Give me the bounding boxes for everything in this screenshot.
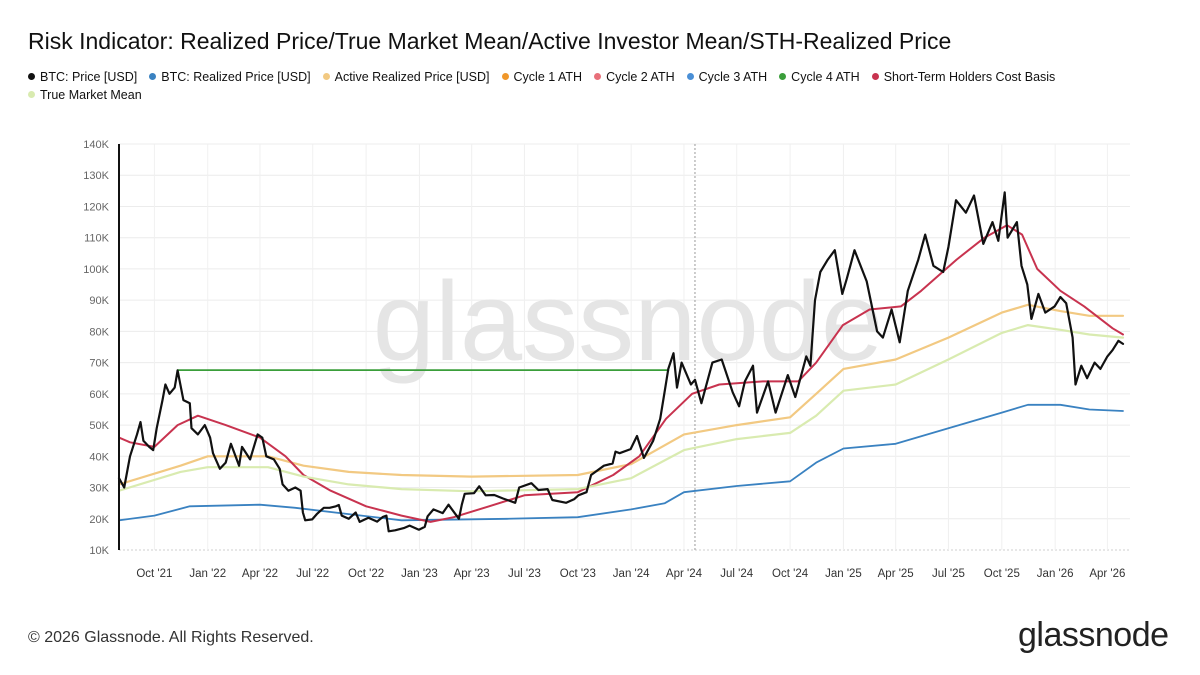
legend-dot-icon: [149, 73, 157, 80]
x-tick-label: Jul '22: [296, 568, 329, 580]
legend-label: True Market Mean: [40, 88, 142, 102]
y-tick-label: 140K: [83, 139, 109, 151]
legend-dot-icon: [779, 73, 787, 80]
y-tick-label: 30K: [89, 483, 109, 495]
legend-label: BTC: Realized Price [USD]: [161, 70, 311, 84]
series-line-short-term-holders-cost-basis[interactable]: [118, 224, 1124, 523]
legend-item[interactable]: True Market Mean: [28, 86, 142, 104]
legend-label: Cycle 4 ATH: [791, 70, 860, 84]
x-tick-label: Oct '25: [984, 568, 1020, 580]
legend-dot-icon: [594, 73, 602, 80]
x-tick-label: Oct '24: [772, 568, 809, 580]
legend-label: Short-Term Holders Cost Basis: [883, 70, 1056, 84]
x-tick-label: Oct '23: [560, 568, 596, 580]
legend-item[interactable]: Cycle 2 ATH: [594, 68, 675, 86]
legend-item[interactable]: Cycle 1 ATH: [501, 68, 583, 86]
legend-item[interactable]: Cycle 4 ATH: [779, 68, 860, 86]
y-tick-label: 50K: [89, 420, 109, 432]
grid-layer: [119, 143, 1130, 551]
y-tick-label: 130K: [83, 170, 109, 182]
axis-layer: 10K 20K 30K 40K 50K 60K 70K 80K 90K 100K 110K 120K 1…: [83, 139, 1125, 580]
y-tick-label: 10K: [89, 545, 109, 557]
chart-title: Risk Indicator: Realized Price/True Mark…: [28, 28, 952, 54]
legend-item[interactable]: Cycle 3 ATH: [686, 68, 768, 86]
legend-item[interactable]: BTC: Realized Price [USD]: [149, 68, 311, 86]
legend-dot-icon: [28, 91, 35, 98]
x-tick-label: Jul '24: [720, 568, 753, 580]
y-tick-label: 40K: [89, 451, 109, 463]
legend-label: Active Realized Price [USD]: [334, 70, 490, 84]
x-tick-label: Jul '23: [508, 568, 541, 580]
x-tick-label: Apr '25: [878, 568, 914, 580]
chart-legend: BTC: Price [USD] BTC: Realized Price [USD…: [28, 68, 1168, 104]
legend-label: Cycle 3 ATH: [698, 70, 768, 84]
x-tick-label: Apr '23: [454, 568, 490, 580]
x-tick-label: Apr '26: [1089, 568, 1125, 580]
y-tick-label: 60K: [89, 389, 109, 401]
glassnode-logo[interactable]: glassnode: [1018, 616, 1169, 654]
series-line-true-market-mean[interactable]: [117, 324, 1125, 493]
x-tick-label: Jan '26: [1037, 568, 1074, 580]
legend-dot-icon: [501, 73, 509, 80]
x-tick-label: Oct '21: [136, 568, 172, 580]
series-layer: [117, 191, 1125, 533]
legend-item[interactable]: Short-Term Holders Cost Basis: [871, 68, 1056, 86]
y-tick-label: 70K: [89, 358, 109, 370]
x-tick-label: Oct '22: [348, 568, 384, 580]
copyright-footer: © 2026 Glassnode. All Rights Reserved.: [28, 629, 314, 646]
legend-dot-icon: [28, 73, 35, 80]
legend-item[interactable]: Active Realized Price [USD]: [322, 68, 490, 86]
x-tick-label: Jul '25: [932, 568, 965, 580]
legend-dot-icon: [871, 73, 879, 80]
y-tick-label: 110K: [84, 233, 110, 245]
x-tick-label: Jan '22: [189, 568, 226, 580]
legend-label: Cycle 2 ATH: [606, 70, 675, 84]
chart-plot: glassnode 10K 20K 30K 40K 50K 60K 70K 80K 90K 100…: [83, 139, 1130, 580]
series-line-btc-realized-price-usd[interactable]: [118, 403, 1124, 522]
legend-label: Cycle 1 ATH: [513, 70, 583, 84]
legend-label: BTC: Price [USD]: [40, 70, 138, 84]
x-tick-label: Jan '23: [401, 568, 438, 580]
y-tick-label: 100K: [83, 264, 109, 276]
x-tick-label: Apr '24: [666, 568, 703, 580]
y-tick-label: 90K: [89, 295, 109, 307]
x-tick-label: Jan '25: [825, 568, 862, 580]
x-tick-label: Apr '22: [242, 568, 278, 580]
series-line-btc-price-usd[interactable]: [117, 191, 1125, 533]
legend-item[interactable]: BTC: Price [USD]: [28, 68, 137, 86]
watermark: glassnode: [373, 259, 884, 384]
y-tick-label: 20K: [89, 514, 109, 526]
legend-dot-icon: [686, 73, 694, 80]
y-tick-label: 120K: [83, 201, 109, 213]
x-tick-label: Jan '24: [613, 568, 650, 580]
y-tick-label: 80K: [89, 326, 109, 338]
legend-dot-icon: [322, 73, 330, 80]
series-line-active-realized-price-usd[interactable]: [117, 303, 1125, 486]
